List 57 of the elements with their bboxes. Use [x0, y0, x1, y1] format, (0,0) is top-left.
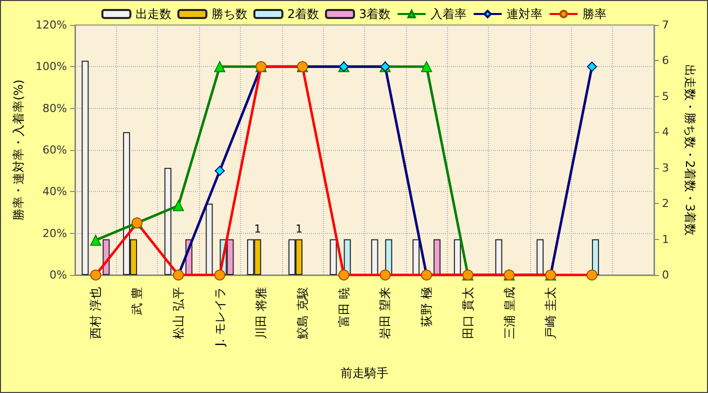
y-tick-label: 100%: [36, 60, 67, 74]
bar: [536, 239, 544, 275]
y-tick-label: 0%: [50, 268, 67, 282]
y-tick-label: 40%: [42, 185, 67, 198]
bar: [495, 239, 502, 275]
x-tick-label: 富田 暁: [336, 287, 351, 327]
y-tick-label: 20%: [42, 226, 67, 240]
bar: [434, 239, 441, 275]
data-label: 1: [295, 222, 302, 236]
y-axis-title: 勝率・連対率・入着率(%): [12, 80, 26, 220]
bar: [164, 168, 172, 275]
point: [421, 61, 432, 72]
bar: [371, 239, 378, 275]
y-tick-label: 120%: [36, 18, 67, 32]
legend-label: 2着数: [287, 7, 320, 21]
y2-axis-title: 出走数・勝ち数・2着数・3着数: [683, 64, 697, 236]
y-tick-label: 60%: [42, 144, 67, 156]
bar: [82, 60, 89, 275]
y2-tick-label: 6: [662, 54, 669, 68]
x-tick-label: 鮫島 克駿: [295, 287, 310, 339]
data-label: 1: [254, 222, 262, 236]
point: [214, 61, 226, 72]
x-tick-label: J. モレイラ: [212, 287, 227, 348]
x-tick-label: 川田 将雅: [254, 287, 268, 339]
y2-tick-label: 4: [662, 126, 669, 139]
legend-label: 出走数: [135, 7, 172, 21]
y2-tick-label: 2: [662, 197, 669, 210]
point: [586, 62, 597, 72]
y2-tick-label: 1: [662, 232, 669, 246]
x-tick-label: 武 豊: [130, 287, 144, 315]
y2-tick-label: 7: [662, 18, 669, 32]
y2-tick-label: 3: [662, 161, 669, 174]
x-tick-label: 西村 淳也: [88, 287, 103, 339]
legend-label: 勝ち数: [211, 7, 248, 21]
bar: [330, 239, 337, 275]
y2-tick-label: 5: [662, 90, 669, 103]
x-axis-title: 前走騎手: [340, 366, 388, 380]
legend-label: 入着率: [430, 7, 467, 21]
x-tick-label: 戸崎 圭太: [544, 287, 558, 339]
x-tick-label: 松山 弘平: [171, 287, 186, 339]
legend-label: 勝率: [582, 7, 607, 21]
x-tick-label: 三浦 皇成: [502, 287, 516, 339]
x-tick-label: 田口 貫太: [460, 287, 475, 339]
point: [172, 200, 184, 212]
y-tick-label: 80%: [42, 102, 67, 115]
bar: [344, 239, 351, 275]
bar: [412, 239, 420, 275]
x-tick-label: 岩田 望来: [378, 287, 392, 339]
bar: [592, 239, 599, 275]
point: [90, 234, 102, 246]
y2-tick-label: 0: [662, 268, 669, 282]
bar: [206, 204, 213, 275]
bar: [454, 239, 461, 275]
x-tick-label: 荻野 極: [420, 287, 434, 327]
point: [214, 166, 225, 176]
legend-label: 3着数: [359, 7, 391, 21]
legend-label: 連対率: [506, 7, 543, 21]
